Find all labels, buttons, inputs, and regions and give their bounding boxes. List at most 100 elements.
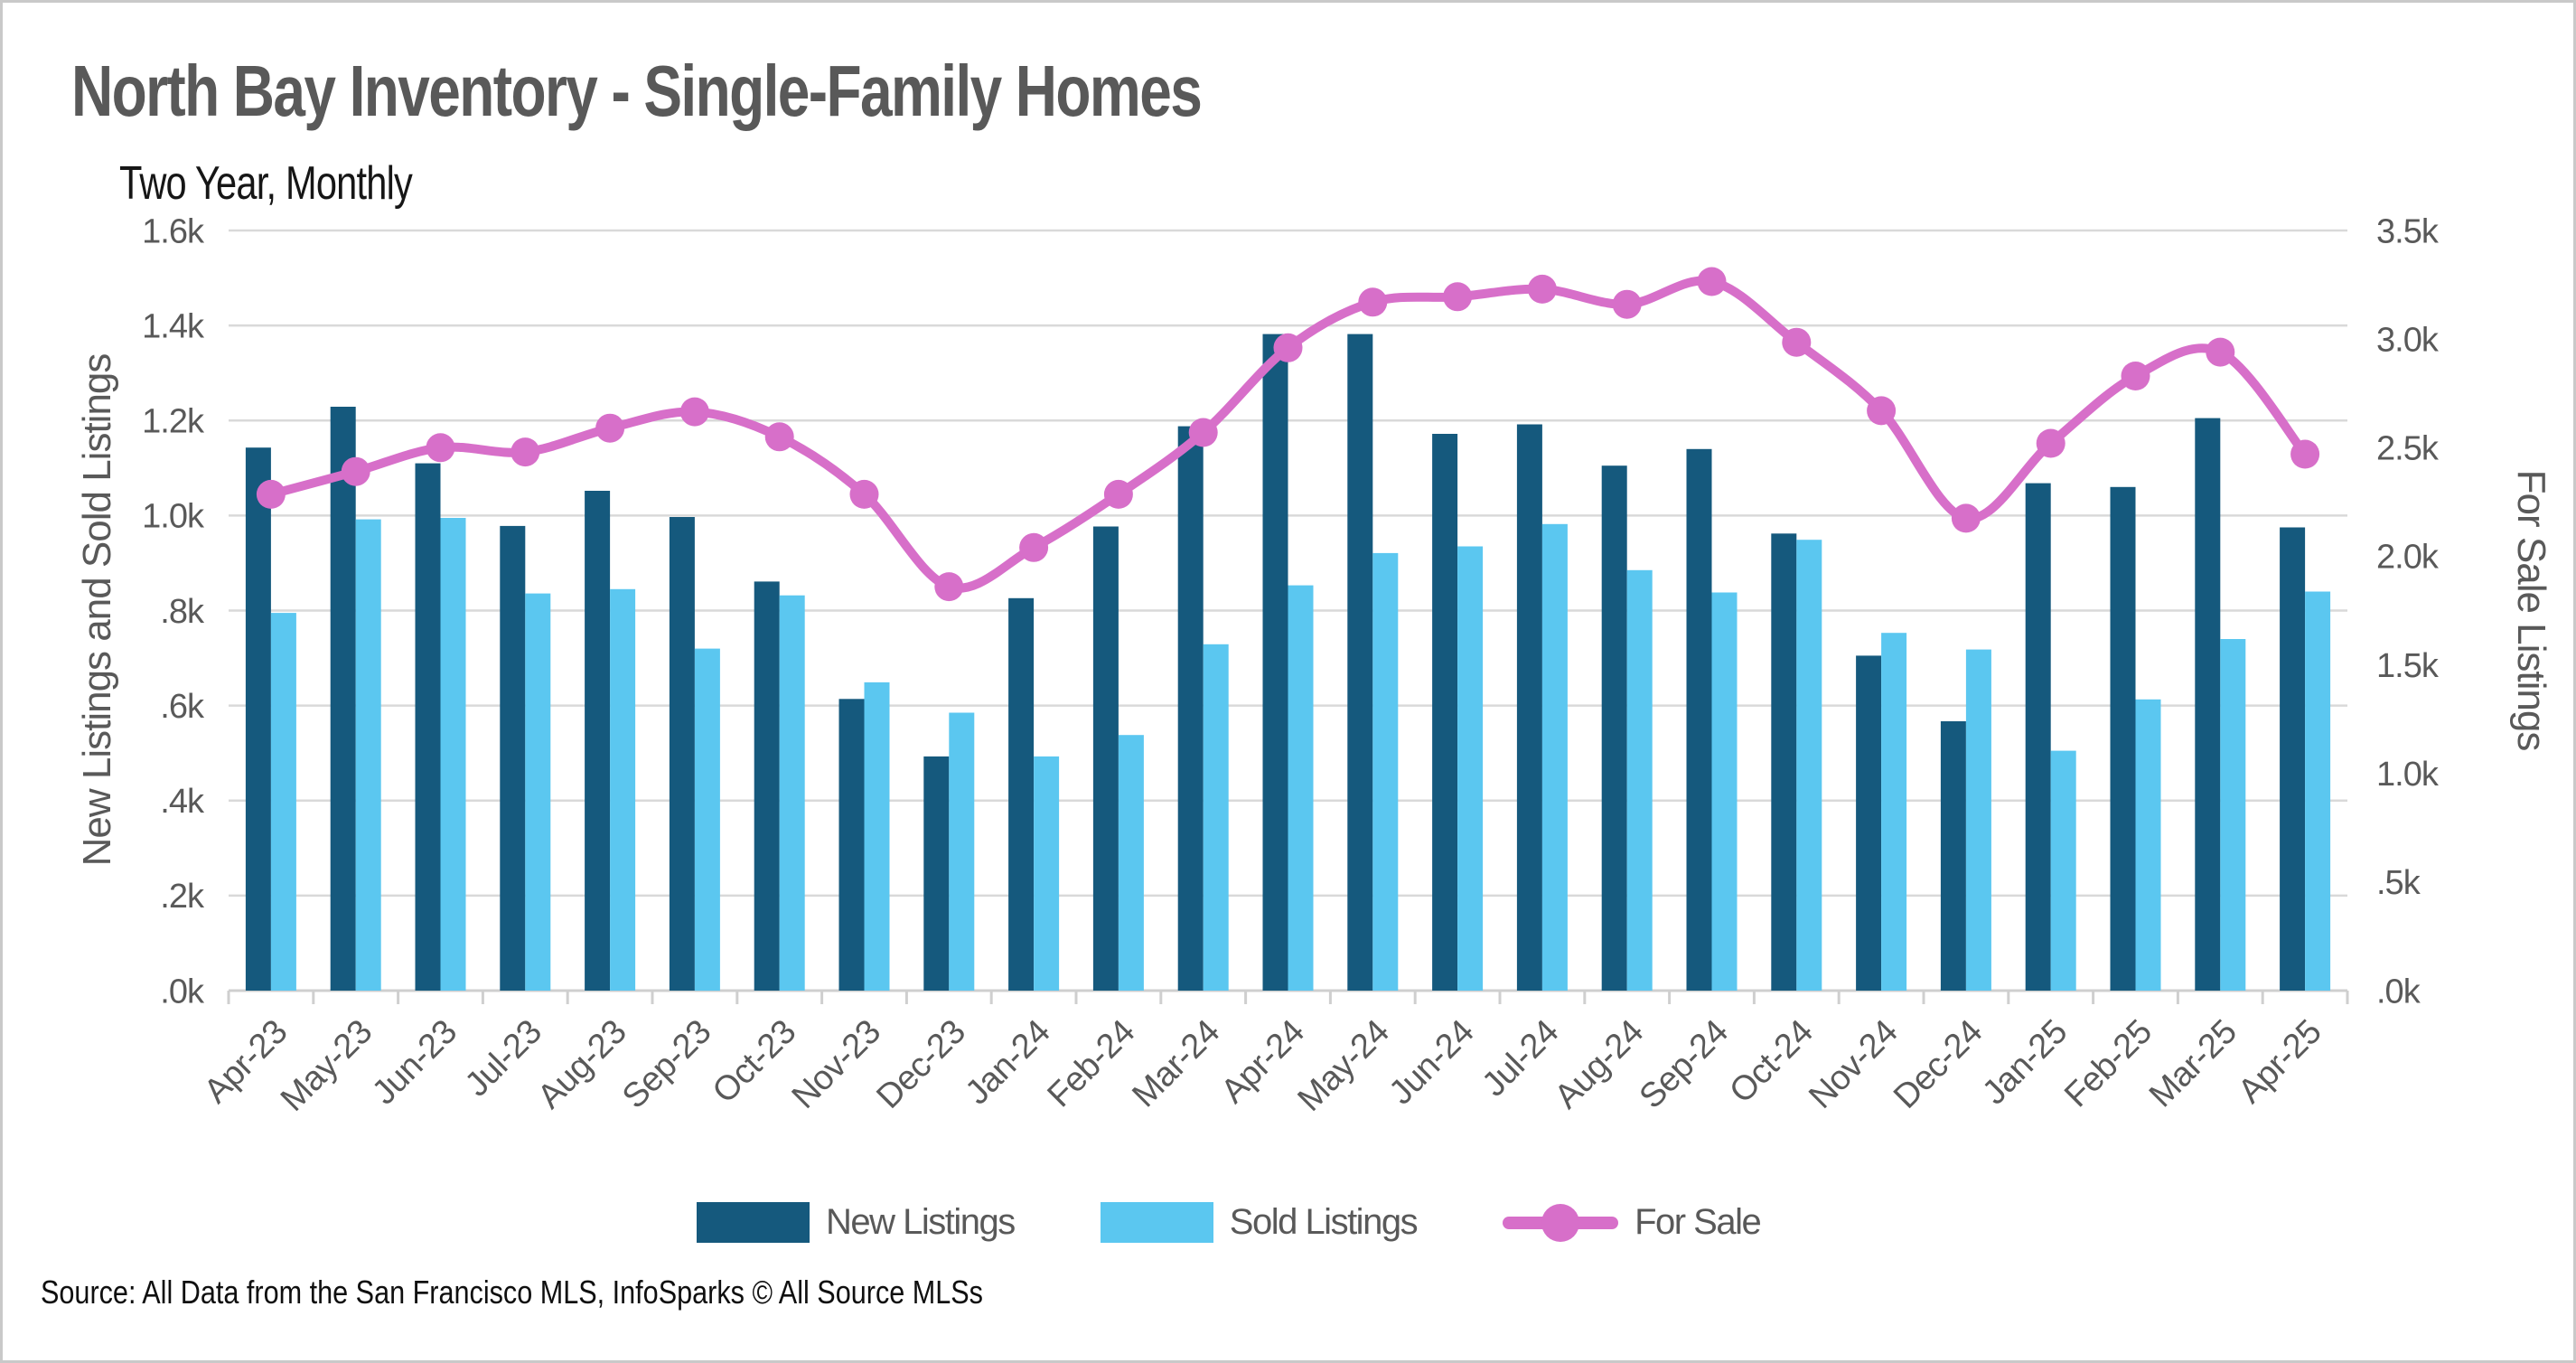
bar-sold-listings bbox=[610, 588, 636, 991]
for-sale-point bbox=[1612, 289, 1642, 319]
bar-new-listings bbox=[245, 447, 271, 991]
bar-new-listings bbox=[330, 407, 356, 991]
for-sale-point bbox=[934, 572, 964, 602]
bar-sold-listings bbox=[694, 648, 720, 992]
left-axis-title: New Listings and Sold Listings bbox=[75, 353, 119, 867]
bar-sold-listings bbox=[1711, 592, 1738, 991]
bar-new-listings bbox=[1686, 448, 1712, 991]
y-axis-tick-label-right: .0k bbox=[2376, 973, 2421, 1010]
x-axis-month-label: Nov-24 bbox=[1802, 1012, 1905, 1115]
sold-listings-swatch-icon bbox=[1100, 1202, 1213, 1243]
x-axis-month-label: Jan-25 bbox=[1975, 1013, 2075, 1113]
right-axis-title: For Sale Listings bbox=[2509, 469, 2553, 751]
y-axis-tick-label-left: .8k bbox=[160, 593, 205, 631]
for-sale-point bbox=[1188, 418, 1218, 447]
source-note: Source: All Data from the San Francisco … bbox=[41, 1274, 983, 1311]
bar-new-listings bbox=[1432, 434, 1458, 991]
x-axis-month-label: Jun-24 bbox=[1382, 1012, 1482, 1112]
bar-new-listings bbox=[754, 581, 780, 991]
bar-sold-listings bbox=[1288, 585, 1314, 991]
for-sale-markers bbox=[256, 267, 2320, 602]
for-sale-point bbox=[1103, 479, 1133, 509]
bar-sold-listings bbox=[949, 712, 975, 991]
bar-new-listings bbox=[1347, 334, 1373, 992]
y-axis-tick-label-left: .0k bbox=[160, 973, 205, 1010]
for-sale-point bbox=[426, 433, 455, 463]
bar-new-listings bbox=[1177, 426, 1204, 992]
x-axis-month-label: Sep-24 bbox=[1633, 1012, 1736, 1115]
x-axis-month-label: Sep-23 bbox=[615, 1013, 718, 1116]
y-axis-tick-label-left: .2k bbox=[160, 878, 205, 916]
bar-sold-listings bbox=[2305, 591, 2331, 991]
y-axis-tick-label-left: .4k bbox=[160, 783, 205, 821]
bar-new-listings bbox=[585, 491, 611, 991]
y-axis-tick-label-right: 2.5k bbox=[2376, 430, 2440, 468]
bar-sold-listings bbox=[864, 682, 890, 991]
chart-title: North Bay Inventory - Single-Family Home… bbox=[71, 51, 1203, 131]
legend-label-sold-listings: Sold Listings bbox=[1229, 1202, 1419, 1242]
for-sale-point bbox=[679, 397, 709, 427]
bar-new-listings bbox=[2110, 486, 2136, 991]
bar-sold-listings bbox=[2220, 639, 2246, 991]
for-sale-point bbox=[1358, 287, 1388, 317]
bar-sold-listings bbox=[1626, 569, 1653, 991]
x-axis-month-label: Nov-23 bbox=[785, 1013, 888, 1116]
for-sale-point bbox=[1527, 274, 1557, 304]
bar-sold-listings bbox=[440, 518, 466, 991]
legend-item-new-listings: New Listings bbox=[697, 1202, 1016, 1243]
bar-sold-listings bbox=[355, 519, 381, 991]
for-sale-point bbox=[256, 479, 286, 509]
bar-new-listings bbox=[1516, 424, 1542, 991]
x-axis-month-label: Apr-25 bbox=[2231, 1013, 2328, 1111]
bar-sold-listings bbox=[1372, 552, 1399, 991]
bar-sold-listings bbox=[270, 613, 296, 991]
bars-new-listings bbox=[245, 334, 2306, 992]
new-listings-swatch-icon bbox=[697, 1202, 810, 1243]
for-sale-point bbox=[511, 437, 540, 467]
x-axis-month-label: May-24 bbox=[1290, 1012, 1396, 1118]
for-sale-point bbox=[2036, 428, 2065, 458]
bar-sold-listings bbox=[1203, 644, 1229, 991]
legend-label-new-listings: New Listings bbox=[826, 1202, 1016, 1242]
x-axis-month-label: May-23 bbox=[274, 1013, 379, 1119]
bar-sold-listings bbox=[1965, 649, 1991, 991]
x-axis-month-label: Oct-23 bbox=[706, 1013, 803, 1111]
for-sale-point bbox=[2206, 337, 2235, 367]
bar-new-listings bbox=[2025, 483, 2051, 991]
bar-sold-listings bbox=[2135, 699, 2161, 991]
x-axis-labels: Apr-23May-23Jun-23Jul-23Aug-23Sep-23Oct-… bbox=[197, 1012, 2328, 1118]
y-axis-tick-label-right: 1.5k bbox=[2376, 647, 2440, 685]
y-axis-tick-label-left: 1.2k bbox=[142, 403, 205, 441]
x-axis-month-label: Mar-24 bbox=[1125, 1012, 1227, 1114]
bar-sold-listings bbox=[1034, 756, 1060, 991]
for-sale-point bbox=[849, 479, 879, 509]
y-axis-labels-left: .0k .2k .4k .6k .8k 1.0k 1.2k 1.4k 1.6k bbox=[142, 212, 206, 1010]
bar-new-listings bbox=[838, 699, 865, 991]
bar-sold-listings bbox=[2050, 750, 2076, 991]
for-sale-point bbox=[1443, 282, 1473, 312]
for-sale-point bbox=[1782, 327, 1812, 357]
for-sale-point bbox=[1867, 396, 1897, 426]
bar-new-listings bbox=[1262, 334, 1288, 992]
x-axis-month-label: Feb-25 bbox=[2057, 1013, 2159, 1115]
bar-new-listings bbox=[500, 525, 526, 991]
y-axis-tick-label-left: 1.6k bbox=[142, 212, 205, 250]
bar-new-listings bbox=[1092, 526, 1119, 991]
chart-subtitle: Two Year, Monthly bbox=[119, 157, 413, 210]
bar-new-listings bbox=[2280, 527, 2306, 991]
bar-new-listings bbox=[1601, 465, 1627, 991]
bar-new-listings bbox=[1771, 533, 1797, 991]
bar-new-listings bbox=[923, 756, 950, 991]
legend-label-for-sale: For Sale bbox=[1635, 1202, 1762, 1242]
legend-item-for-sale: For Sale bbox=[1503, 1202, 1762, 1243]
for-sale-point bbox=[1019, 532, 1049, 562]
y-axis-tick-label-left: .6k bbox=[160, 688, 205, 726]
chart-plot-area: .0k .2k .4k .6k .8k 1.0k 1.2k 1.4k 1.6k .0k .5k 1.0… bbox=[142, 212, 2440, 1119]
bar-sold-listings bbox=[1118, 735, 1144, 991]
x-axis-ticks bbox=[227, 991, 2349, 1004]
bar-new-listings bbox=[669, 517, 695, 991]
y-axis-tick-label-right: 2.0k bbox=[2376, 539, 2440, 577]
for-sale-point bbox=[1273, 333, 1303, 362]
for-sale-line-swatch-icon bbox=[1503, 1203, 1619, 1242]
